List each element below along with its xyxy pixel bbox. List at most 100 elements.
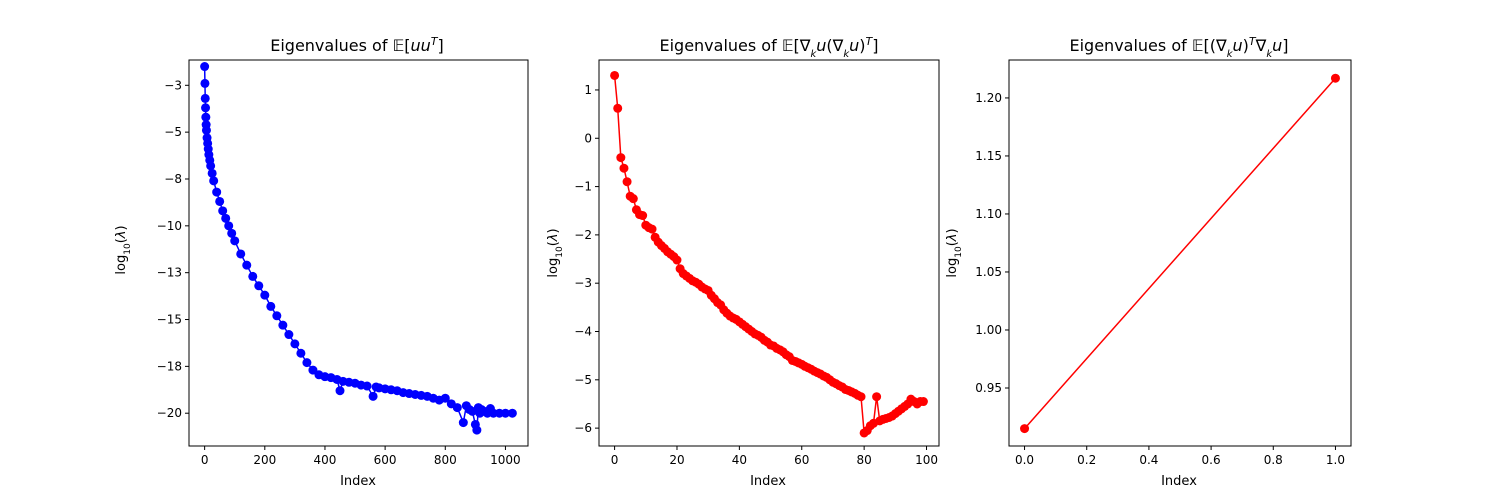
data-point [242, 260, 252, 270]
x-axis-label: Index [340, 474, 376, 489]
y-tick-label: 1.15 [975, 149, 1002, 163]
data-point [212, 187, 222, 197]
y-tick-label: 1.20 [975, 91, 1002, 105]
data-point [872, 392, 882, 402]
data-point [672, 255, 682, 265]
data-point [260, 290, 270, 300]
axes-frame [598, 59, 940, 447]
y-tick-label: −1 [574, 180, 592, 194]
x-tick-label: 400 [314, 453, 337, 467]
y-tick-label: −13 [157, 266, 182, 280]
data-point [335, 386, 345, 396]
data-point [647, 224, 657, 234]
data-point [284, 330, 294, 340]
data-point [227, 228, 237, 238]
x-tick-label: 0.8 [1264, 453, 1283, 467]
y-tick-label: −15 [157, 313, 182, 327]
y-tick-label: −3 [164, 78, 182, 92]
data-point [628, 194, 638, 204]
data-point [613, 103, 623, 113]
chart-panel-grad-outer: Eigenvalues of 𝔼[∇ku(∇ku)T] 0 20 40 60 80 100… [546, 35, 940, 489]
data-point [266, 301, 276, 311]
x-axis-label: Index [1161, 474, 1197, 489]
chart-panel-grad-inner: Eigenvalues of 𝔼[(∇ku)T∇ku] 0.0 0.2 0.4 0.6… [945, 35, 1352, 489]
data-point [302, 358, 312, 368]
data-point [440, 393, 450, 403]
data-point [215, 196, 225, 206]
series-line [1023, 77, 1337, 430]
data-point [221, 213, 231, 223]
data-point [230, 236, 240, 246]
data-point [206, 161, 216, 171]
x-tick-label: 600 [374, 453, 397, 467]
data-point [472, 425, 482, 435]
x-tick-label: 200 [253, 453, 276, 467]
x-tick-label: 800 [434, 453, 457, 467]
data-point [856, 392, 866, 402]
data-point [616, 153, 626, 163]
data-point [610, 70, 620, 80]
data-point [290, 339, 300, 349]
data-point [458, 418, 468, 428]
chart-panel-uu: Eigenvalues of 𝔼[uuT] 0 200 400 600 800 1000 −… [114, 35, 529, 489]
data-point [201, 103, 211, 113]
y-tick-label: 1 [584, 83, 592, 97]
y-tick-label: 0 [584, 131, 592, 145]
y-axis-label: log10(λ) [546, 228, 565, 277]
data-point [200, 78, 210, 88]
data-point [622, 177, 632, 187]
data-point [278, 320, 288, 330]
data-point [201, 125, 211, 135]
data-point [452, 403, 462, 413]
y-tick-label: 1.10 [975, 207, 1002, 221]
data-point [918, 397, 928, 407]
y-tick-label: 1.00 [975, 323, 1002, 337]
y-tick-label: 0.95 [975, 381, 1002, 395]
data-point [248, 271, 258, 281]
data-point [209, 176, 219, 186]
data-point [201, 112, 211, 122]
x-tick-label: 0.6 [1202, 453, 1221, 467]
plot-area: 0 200 400 600 800 1000 −3 −5 −8 −10 −13 −15 −18 −20 [157, 59, 529, 467]
data-point [200, 62, 210, 72]
y-tick-label: −6 [574, 421, 592, 435]
y-tick-label: −8 [164, 172, 182, 186]
x-tick-label: 20 [669, 453, 684, 467]
y-tick-label: −4 [574, 325, 592, 339]
y-tick-label: −18 [157, 359, 182, 373]
data-point [207, 168, 217, 178]
data-point [362, 381, 372, 391]
x-tick-label: 1.0 [1326, 453, 1345, 467]
data-point [296, 348, 306, 358]
y-tick-label: 1.05 [975, 265, 1002, 279]
x-tick-label: 0.2 [1077, 453, 1096, 467]
x-tick-label: 0 [201, 453, 209, 467]
data-point [272, 311, 282, 321]
x-tick-label: 40 [732, 453, 747, 467]
x-axis-label: Index [750, 474, 786, 489]
y-tick-label: −5 [574, 373, 592, 387]
data-point [218, 206, 228, 216]
x-tick-label: 100 [915, 453, 938, 467]
data-point [224, 221, 234, 231]
data-point [619, 163, 629, 173]
data-point [236, 249, 246, 259]
x-tick-label: 0.0 [1015, 453, 1034, 467]
data-point [1020, 424, 1030, 434]
data-point [1330, 73, 1340, 83]
y-tick-label: −10 [157, 219, 182, 233]
data-point [507, 408, 517, 418]
axes-frame [1008, 59, 1352, 447]
data-point [500, 408, 510, 418]
axes-frame [188, 59, 529, 447]
data-point [200, 93, 210, 103]
data-point [254, 281, 264, 291]
y-axis-label: log10(λ) [114, 225, 133, 274]
data-point [638, 211, 648, 221]
x-tick-label: 1000 [490, 453, 521, 467]
y-tick-label: −20 [157, 406, 182, 420]
y-tick-label: −5 [164, 125, 182, 139]
y-tick-label: −2 [574, 228, 592, 242]
plot-area: 0.0 0.2 0.4 0.6 0.8 1.0 0.95 1.00 1.05 1.10 1.15 1.… [975, 59, 1352, 467]
